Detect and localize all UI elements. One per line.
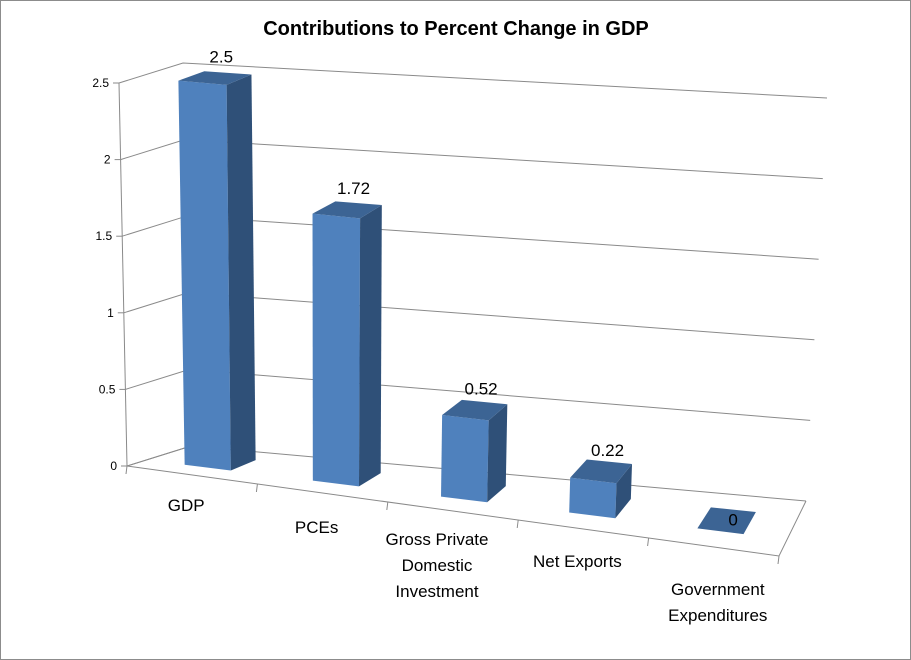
bar-front bbox=[178, 80, 231, 471]
data-label: 0.22 bbox=[591, 441, 624, 460]
y-tick-label: 1 bbox=[107, 306, 114, 320]
y-tick-label: 0 bbox=[110, 459, 117, 473]
y-tick-label: 0.5 bbox=[99, 382, 116, 396]
bar-top bbox=[442, 399, 508, 421]
y-tick-label: 2.5 bbox=[92, 76, 109, 90]
category-label: Investment bbox=[395, 582, 478, 601]
x-tick-mark bbox=[516, 519, 519, 529]
bar-front bbox=[441, 414, 489, 503]
data-label: 1.72 bbox=[337, 179, 370, 198]
y-axis bbox=[118, 82, 128, 467]
category-label: GDP bbox=[168, 496, 205, 515]
y-tick-label: 2 bbox=[104, 153, 111, 167]
bar-side bbox=[358, 205, 382, 487]
bar-side bbox=[226, 74, 256, 471]
x-tick-mark bbox=[647, 537, 650, 547]
chart-title: Contributions to Percent Change in GDP bbox=[263, 18, 649, 40]
x-tick-mark bbox=[255, 483, 258, 493]
category-label: PCEs bbox=[295, 518, 338, 537]
bar-side bbox=[487, 404, 508, 503]
category-label: Net Exports bbox=[533, 552, 622, 571]
bar-top bbox=[570, 459, 633, 484]
bar-top bbox=[178, 71, 252, 85]
data-label: 0.52 bbox=[465, 380, 498, 399]
y-tick-label: 1.5 bbox=[96, 229, 113, 243]
category-label: Gross Private bbox=[386, 530, 489, 549]
x-tick-mark bbox=[386, 501, 389, 511]
category-label: Domestic bbox=[402, 556, 473, 575]
depth-axis bbox=[126, 445, 192, 467]
bar-front bbox=[569, 477, 617, 519]
data-label: 0 bbox=[728, 510, 737, 529]
data-label: 2.5 bbox=[209, 47, 233, 66]
gridline bbox=[118, 62, 828, 99]
bar-side bbox=[615, 464, 633, 519]
bar-front bbox=[312, 213, 361, 487]
bar-top bbox=[697, 507, 756, 535]
category-label: Government bbox=[671, 580, 765, 599]
x-tick-mark bbox=[777, 555, 780, 565]
category-label: Expenditures bbox=[668, 606, 767, 625]
bar-top bbox=[312, 201, 382, 219]
x-tick-mark bbox=[125, 465, 128, 475]
